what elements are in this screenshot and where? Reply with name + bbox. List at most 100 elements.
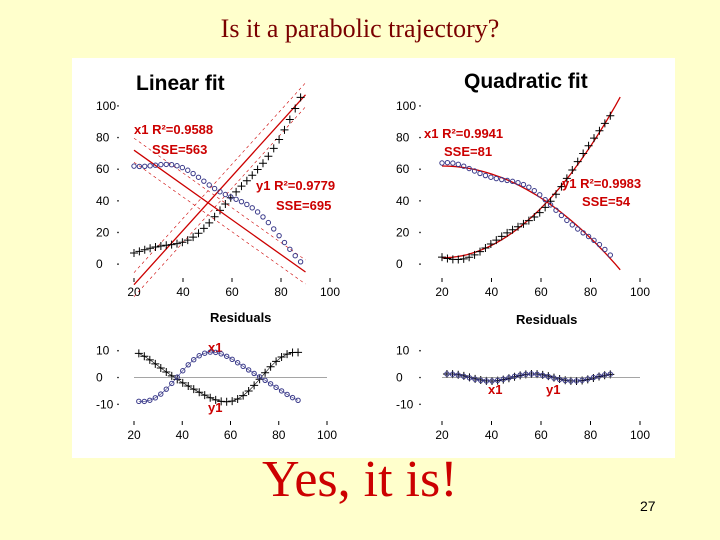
y1-point xyxy=(542,196,548,203)
y-tick-label: -10 xyxy=(396,397,414,411)
y1-residual-point xyxy=(596,373,602,379)
y1-point xyxy=(580,230,586,236)
x1-point xyxy=(443,254,452,263)
x1-point xyxy=(162,241,171,250)
y-tick xyxy=(117,168,119,170)
y1-residual-point xyxy=(500,376,506,382)
r2-label: y1 R²=0.9779 xyxy=(256,178,335,193)
x-tick-label: 40 xyxy=(485,428,499,442)
y-tick-label: 0 xyxy=(96,257,103,271)
x1-point xyxy=(280,125,289,134)
y1-residual-point xyxy=(262,377,268,383)
y1-residual-point xyxy=(585,376,591,382)
x1-point xyxy=(269,144,278,153)
x-tick-label: 60 xyxy=(534,428,548,442)
x1-point xyxy=(189,233,198,242)
y1-residual-point xyxy=(163,386,169,392)
x1-point xyxy=(508,225,517,234)
x1-point xyxy=(476,247,485,256)
x1-point xyxy=(199,224,208,233)
x1-point xyxy=(541,203,550,212)
y1-point xyxy=(217,189,223,195)
x1-point xyxy=(454,255,463,264)
y1-point xyxy=(607,252,613,258)
x-tick-label: 80 xyxy=(272,428,286,442)
y1-residual-point xyxy=(229,356,235,363)
y1-residual-point xyxy=(196,353,202,359)
y1-point xyxy=(260,214,266,220)
y1-point xyxy=(147,163,153,169)
y1-point xyxy=(211,185,218,192)
y1-point xyxy=(531,187,537,194)
residual-connector xyxy=(138,351,299,402)
slide-title: Is it a parabolic trajectory? xyxy=(220,14,500,43)
x-tick-label: 40 xyxy=(176,428,190,442)
x1-point xyxy=(595,126,604,135)
y-tick-label: 20 xyxy=(96,225,110,239)
y1-point xyxy=(585,233,592,240)
x1-point xyxy=(568,166,577,175)
x-tick-label: 20 xyxy=(127,285,141,299)
x1-point xyxy=(497,232,506,241)
confidence-band xyxy=(133,161,306,285)
y1-point xyxy=(168,162,175,168)
y1-residual-point xyxy=(455,372,461,378)
residual-series-label: y1 xyxy=(208,400,222,415)
x1-point xyxy=(573,157,582,166)
y-tick xyxy=(117,376,119,379)
y1-point xyxy=(281,239,288,246)
y1-residual-point xyxy=(256,374,263,380)
x-axis-label: Residuals xyxy=(516,312,577,327)
sse-label: SSE=563 xyxy=(152,142,207,157)
y1-residual-point xyxy=(289,394,296,401)
sse-label: SSE=54 xyxy=(582,194,631,209)
y1-point xyxy=(439,160,445,166)
x1-point xyxy=(296,93,305,102)
y1-point xyxy=(201,178,207,184)
x1-point xyxy=(242,176,251,185)
x1-point xyxy=(285,115,294,124)
x1-point xyxy=(215,206,224,215)
x1-point xyxy=(253,165,262,174)
x1-point xyxy=(167,240,176,249)
y-tick-label: -10 xyxy=(96,397,114,411)
x1-point xyxy=(183,236,192,245)
y1-point xyxy=(537,192,543,198)
y1-residual-point xyxy=(191,356,197,363)
x-tick-label: 60 xyxy=(224,428,238,442)
y1-residual-point xyxy=(218,351,224,357)
x1-point xyxy=(232,187,241,196)
y1-residual-point xyxy=(234,360,241,366)
y1-residual-point xyxy=(267,381,274,387)
y1-residual-point xyxy=(169,380,175,387)
y1-point xyxy=(136,163,143,170)
fit-curve xyxy=(441,96,621,259)
x1-point xyxy=(291,104,300,113)
y-tick xyxy=(419,403,421,406)
y1-point xyxy=(596,241,603,248)
x-tick-label: 80 xyxy=(274,285,288,299)
y-tick-label: 10 xyxy=(96,344,110,358)
y1-point xyxy=(222,191,229,198)
confidence-band xyxy=(133,106,306,297)
x-tick-label: 40 xyxy=(485,285,499,299)
y1-residual-point xyxy=(551,375,557,381)
y1-point xyxy=(520,181,527,188)
y1-residual-point xyxy=(202,350,208,356)
y1-point xyxy=(477,170,483,177)
y1-point xyxy=(271,226,277,232)
y1-point xyxy=(450,160,456,166)
sse-label: SSE=695 xyxy=(276,198,331,213)
y-tick-label: 40 xyxy=(96,194,110,208)
y1-point xyxy=(190,170,196,177)
y-tick-label: 100 xyxy=(96,99,116,113)
r2-label: x1 R²=0.9941 xyxy=(424,126,503,141)
y-tick xyxy=(419,349,421,352)
x1-point xyxy=(459,254,468,263)
y-tick xyxy=(419,136,421,139)
x1-point xyxy=(584,141,593,150)
x1-point xyxy=(519,219,528,228)
y1-point xyxy=(509,178,516,185)
y-tick xyxy=(117,263,119,265)
y1-residual-point xyxy=(556,376,563,383)
